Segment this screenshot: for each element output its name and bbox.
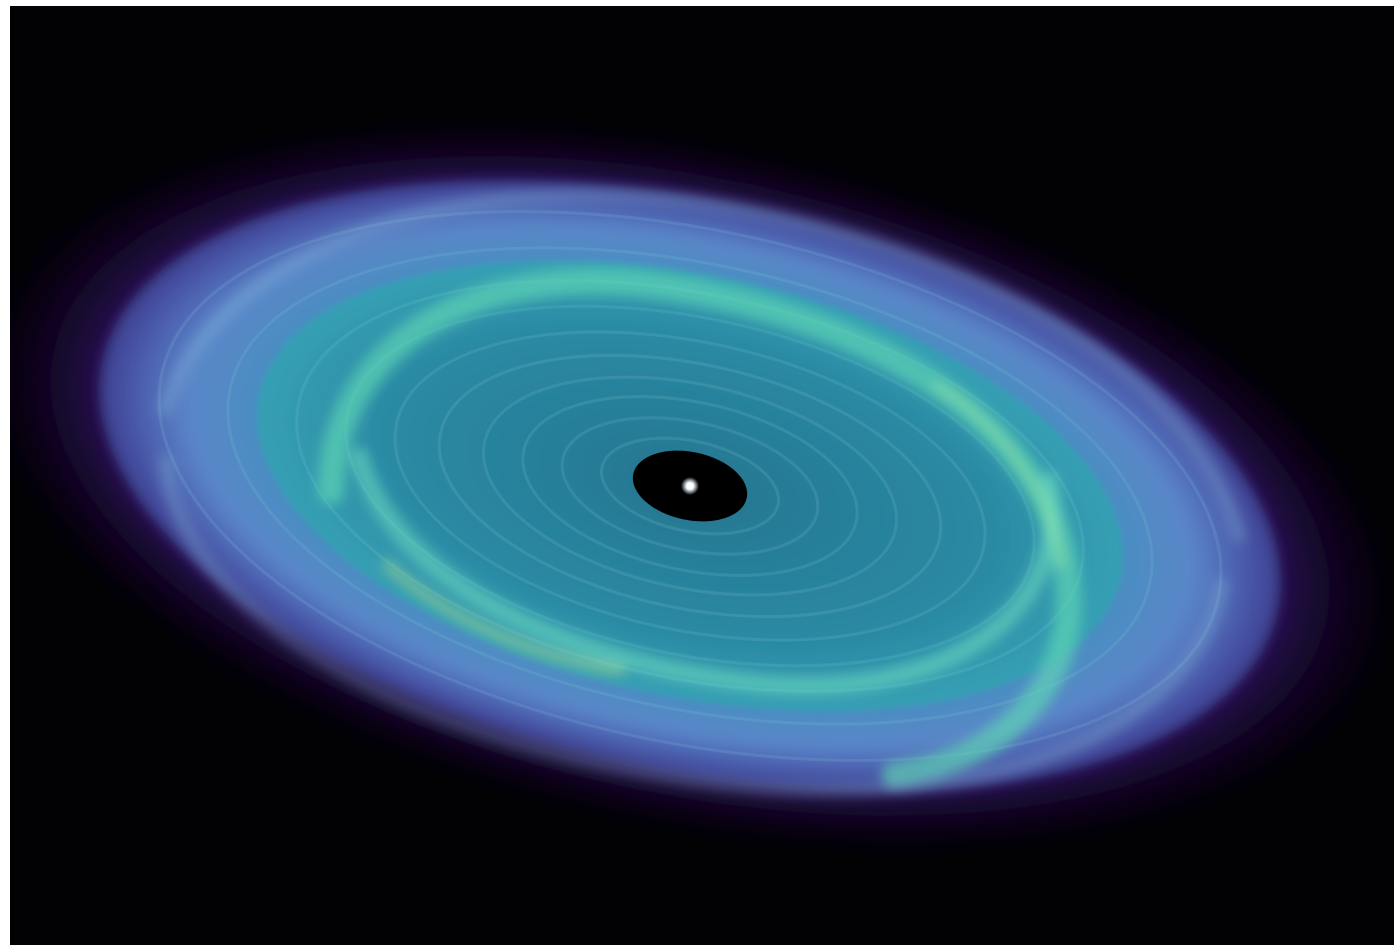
disk-group <box>10 121 1394 851</box>
central-star <box>686 482 694 490</box>
outer-wisps <box>156 188 1248 798</box>
accretion-disk-photo <box>10 6 1394 945</box>
accretion-disk-illustration <box>10 6 1394 945</box>
spiral-arms <box>318 268 1082 788</box>
